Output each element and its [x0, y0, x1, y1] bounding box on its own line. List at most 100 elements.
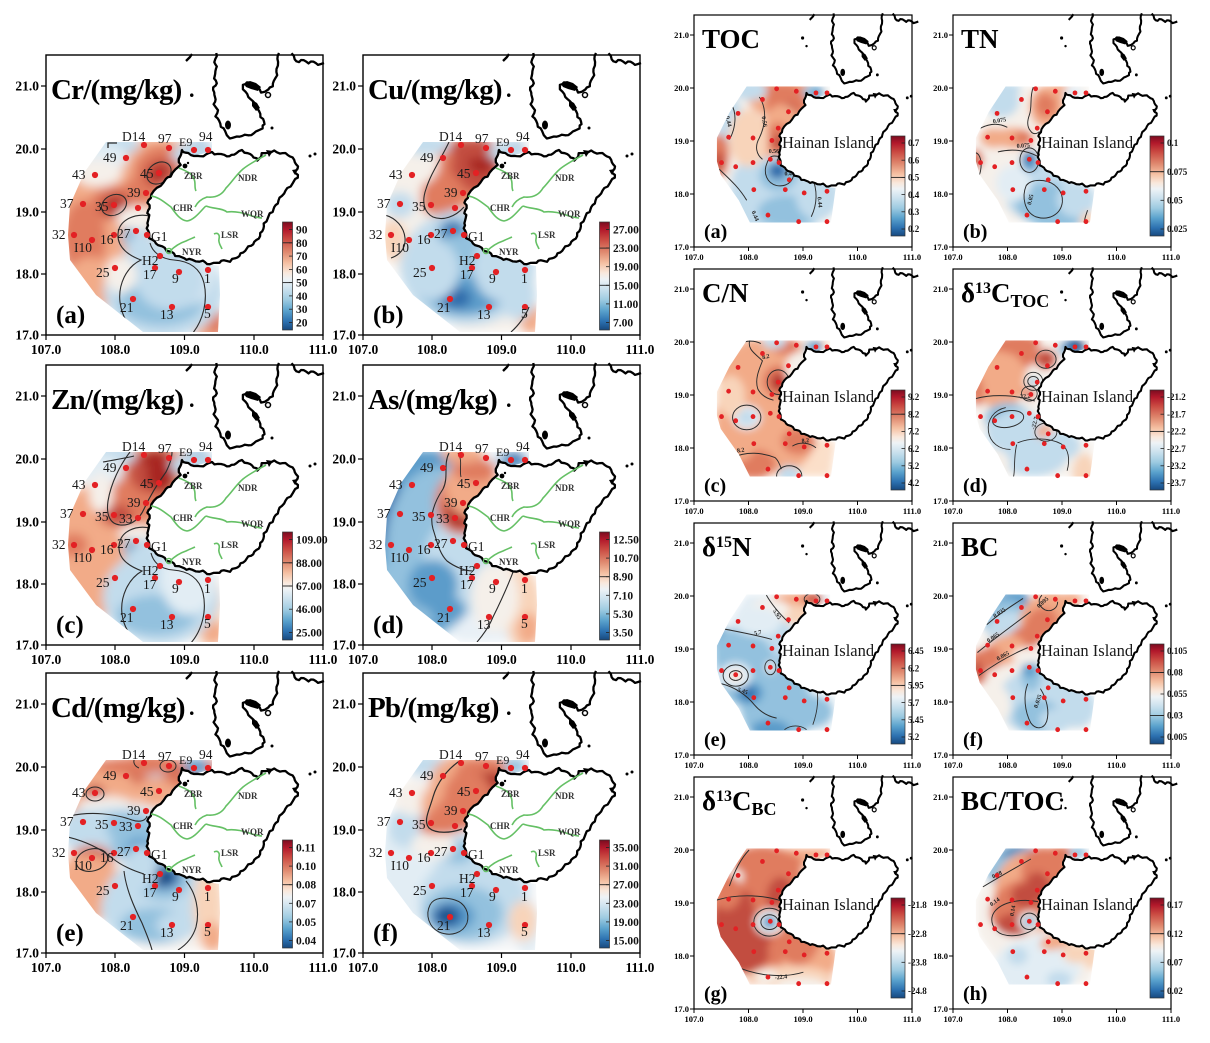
svg-text:5: 5 — [521, 924, 528, 939]
svg-text:32: 32 — [369, 537, 383, 552]
svg-text:110.0: 110.0 — [1107, 1014, 1126, 1024]
svg-text:I10: I10 — [74, 550, 92, 565]
svg-text:0.075: 0.075 — [1167, 167, 1188, 177]
svg-text:Hainan Island: Hainan Island — [782, 387, 875, 406]
svg-text:CHR: CHR — [490, 821, 511, 831]
svg-text:ZBR: ZBR — [184, 789, 203, 799]
svg-text:88.00: 88.00 — [296, 558, 322, 570]
svg-text:20.0: 20.0 — [674, 591, 689, 601]
svg-text:108.0: 108.0 — [739, 252, 758, 262]
svg-text:111.0: 111.0 — [309, 960, 337, 975]
svg-text:I10: I10 — [74, 858, 92, 873]
svg-text:94: 94 — [199, 129, 213, 144]
svg-text:107.0: 107.0 — [31, 652, 62, 667]
svg-text:As/(mg/kg): As/(mg/kg) — [368, 384, 497, 416]
svg-text:18.0: 18.0 — [674, 189, 689, 199]
svg-text:LSR: LSR — [538, 230, 556, 240]
svg-text:110.0: 110.0 — [848, 760, 867, 770]
svg-text:G1: G1 — [468, 847, 485, 862]
svg-text:109.0: 109.0 — [1052, 1014, 1071, 1024]
svg-text:21.0: 21.0 — [15, 697, 39, 712]
svg-text:0.17: 0.17 — [1167, 900, 1183, 910]
svg-text:15.00: 15.00 — [613, 280, 639, 292]
svg-text:37: 37 — [377, 196, 391, 211]
svg-text:Hainan Island: Hainan Island — [1041, 641, 1134, 660]
svg-text:D14: D14 — [122, 747, 145, 762]
svg-text:108.0: 108.0 — [417, 342, 448, 357]
svg-text:109.0: 109.0 — [169, 960, 200, 975]
svg-text:Cu/(mg/kg): Cu/(mg/kg) — [368, 74, 502, 106]
svg-text:19.0: 19.0 — [332, 515, 356, 530]
svg-text:0.02: 0.02 — [1167, 986, 1183, 996]
svg-text:(e): (e) — [704, 729, 726, 751]
svg-text:5.30: 5.30 — [613, 609, 633, 621]
svg-text:0.7: 0.7 — [908, 138, 920, 148]
svg-text:H2: H2 — [459, 563, 476, 578]
svg-text:17.0: 17.0 — [332, 638, 356, 653]
svg-text:9: 9 — [489, 581, 496, 596]
svg-text:25: 25 — [413, 575, 427, 590]
svg-text:111.0: 111.0 — [309, 652, 337, 667]
svg-text:17: 17 — [460, 267, 474, 282]
svg-text:0.065: 0.065 — [996, 651, 1010, 663]
svg-text:37: 37 — [60, 196, 74, 211]
svg-text:107.0: 107.0 — [31, 342, 62, 357]
svg-text:111.0: 111.0 — [903, 1014, 921, 1024]
svg-text:E9: E9 — [179, 445, 192, 459]
svg-text:30: 30 — [296, 304, 308, 316]
svg-text:WQR: WQR — [241, 209, 264, 219]
svg-text:CHR: CHR — [173, 203, 194, 213]
svg-text:I10: I10 — [391, 550, 409, 565]
svg-text:0.07: 0.07 — [1167, 958, 1183, 968]
svg-text:109.0: 109.0 — [793, 1014, 812, 1024]
svg-text:0.08: 0.08 — [296, 880, 316, 892]
svg-text:108.0: 108.0 — [739, 1014, 758, 1024]
svg-text:25: 25 — [96, 883, 110, 898]
svg-text:27: 27 — [434, 226, 448, 241]
svg-text:(d): (d) — [963, 475, 987, 497]
svg-text:18.0: 18.0 — [332, 267, 356, 282]
svg-text:21.0: 21.0 — [674, 792, 689, 802]
svg-text:H2: H2 — [142, 253, 159, 268]
svg-text:TOC: TOC — [702, 24, 760, 54]
svg-text:111.0: 111.0 — [1162, 506, 1180, 516]
svg-text:94: 94 — [516, 747, 530, 762]
svg-text:18.0: 18.0 — [933, 189, 948, 199]
svg-text:19.0: 19.0 — [933, 898, 948, 908]
svg-text:1: 1 — [204, 271, 211, 286]
svg-text:43: 43 — [389, 785, 403, 800]
svg-text:(h): (h) — [963, 983, 987, 1005]
svg-text:107.0: 107.0 — [684, 760, 703, 770]
svg-text:17.0: 17.0 — [332, 328, 356, 343]
svg-text:19.0: 19.0 — [674, 390, 689, 400]
svg-text:0.6: 0.6 — [908, 155, 920, 165]
svg-text:107.0: 107.0 — [684, 252, 703, 262]
svg-text:97: 97 — [158, 131, 172, 146]
svg-text:45: 45 — [457, 476, 471, 491]
svg-text:Hainan Island: Hainan Island — [1041, 895, 1134, 914]
svg-text:0.075: 0.075 — [1017, 143, 1031, 150]
svg-text:110.0: 110.0 — [556, 342, 586, 357]
svg-text:17.0: 17.0 — [933, 750, 948, 760]
svg-text:32: 32 — [369, 227, 383, 242]
svg-text:17.0: 17.0 — [15, 638, 39, 653]
svg-text:-23.7: -23.7 — [1167, 478, 1186, 488]
svg-text:108.0: 108.0 — [100, 652, 131, 667]
svg-text:111.0: 111.0 — [626, 652, 654, 667]
svg-text:20.0: 20.0 — [332, 142, 356, 157]
svg-text:NDR: NDR — [238, 173, 258, 183]
svg-text:8.2: 8.2 — [908, 409, 920, 419]
svg-text:6.45: 6.45 — [908, 646, 924, 656]
svg-text:45: 45 — [140, 784, 154, 799]
svg-text:20.0: 20.0 — [15, 142, 39, 157]
svg-text:43: 43 — [389, 167, 403, 182]
svg-text:16: 16 — [417, 542, 431, 557]
svg-text:16: 16 — [100, 850, 114, 865]
svg-text:-22.4: -22.4 — [775, 974, 788, 981]
svg-text:19.0: 19.0 — [933, 390, 948, 400]
svg-text:21.0: 21.0 — [15, 389, 39, 404]
svg-text:20.0: 20.0 — [674, 845, 689, 855]
svg-text:37: 37 — [377, 814, 391, 829]
svg-text:NYR: NYR — [499, 865, 519, 875]
svg-text:107.0: 107.0 — [943, 252, 962, 262]
